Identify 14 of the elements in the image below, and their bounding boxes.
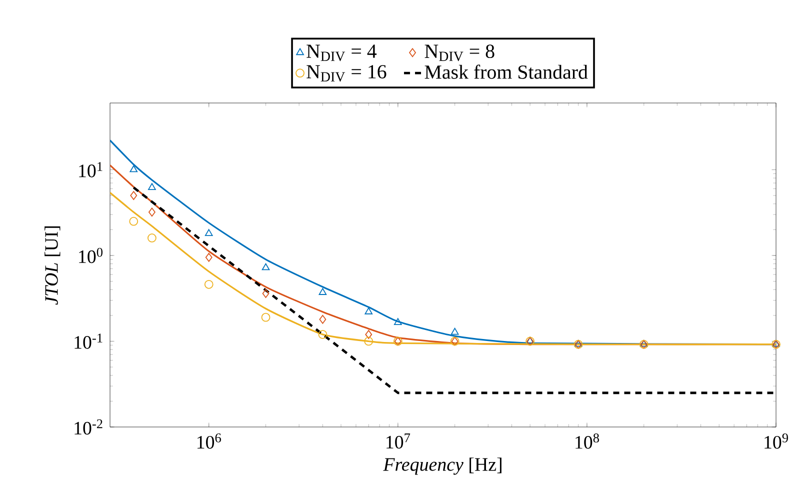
legend-label: N$_{DIV}$ = 8 [424, 44, 494, 62]
y-tick-label: 10$^{-1}$ [74, 334, 102, 349]
y-tick-label: 10$^{1}$ [79, 162, 102, 178]
legend-label: N$_{DIV}$ = 4 [306, 44, 377, 62]
y-axis-title: JTOL [UI] [44, 226, 60, 305]
y-tick-label: 10$^{0}$ [79, 248, 103, 264]
x-axis-title: Frequency [Hz] [383, 458, 502, 475]
y-tick-label: 10$^{-2}$ [74, 419, 102, 435]
x-tick-label: 10$^{6}$ [198, 434, 222, 449]
x-tick-label: 10$^{8}$ [576, 433, 599, 449]
x-tick-label: 10$^{9}$ [764, 434, 788, 449]
legend-label: N$_{DIV}$ = 16 [306, 65, 386, 82]
legend-label: Mask from Standard [424, 64, 588, 79]
x-tick-label: 10$^{7}$ [386, 434, 410, 449]
